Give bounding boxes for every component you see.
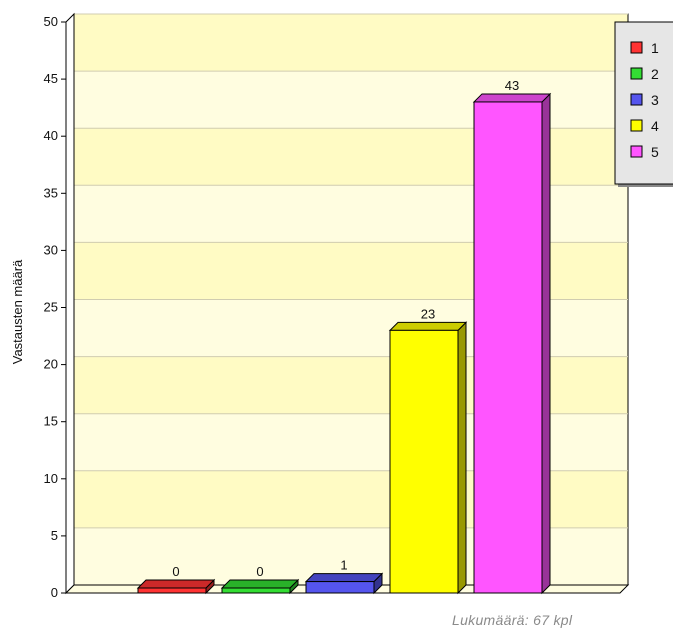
legend-label: 4 — [651, 118, 659, 134]
bar-front — [473, 101, 543, 594]
legend-swatch — [630, 93, 643, 106]
bar-top — [472, 93, 552, 103]
bar-5 — [472, 92, 552, 595]
y-tick-label: 45 — [44, 71, 58, 86]
left-wall — [65, 12, 75, 595]
bar-side — [457, 321, 467, 595]
y-tick-label: 15 — [44, 414, 58, 429]
y-tick-label: 50 — [44, 14, 58, 29]
legend-swatch — [630, 119, 643, 132]
legend-label: 3 — [651, 92, 659, 108]
legend-label: 2 — [651, 66, 659, 82]
bar-4 — [388, 321, 468, 595]
legend-swatch — [630, 67, 643, 80]
y-tick-label: 20 — [44, 357, 58, 372]
bar-front — [389, 329, 459, 594]
y-tick-label: 25 — [44, 300, 58, 315]
bar-top — [136, 579, 216, 589]
bar-2 — [220, 578, 300, 595]
bar-top — [388, 321, 468, 331]
bar-top — [220, 579, 300, 589]
y-tick-label: 5 — [51, 528, 58, 543]
data-label: 0 — [172, 564, 179, 579]
plot-band — [74, 14, 628, 72]
legend-label: 5 — [651, 144, 659, 160]
y-tick-label: 10 — [44, 471, 58, 486]
y-axis-label: Vastausten määrä — [10, 259, 25, 364]
bar-front — [137, 587, 207, 594]
bar-front — [221, 587, 291, 594]
bar-top — [304, 573, 384, 583]
bar-3 — [304, 572, 384, 595]
bars — [136, 92, 552, 595]
y-tick-label: 35 — [44, 185, 58, 200]
data-labels: 0 0 1 23 43 — [172, 78, 519, 579]
response-count: Lukumäärä: 67 kpl — [452, 612, 573, 628]
bar-side — [541, 92, 551, 595]
bar-1 — [136, 578, 216, 595]
legend-swatch — [630, 41, 643, 54]
data-label: 1 — [340, 558, 347, 573]
y-tick-label: 40 — [44, 128, 58, 143]
legend: 1 2 3 4 5 — [614, 21, 673, 187]
y-axis-ticks: 0 5 10 15 20 25 30 35 40 45 50 — [44, 14, 66, 600]
y-tick-label: 0 — [51, 585, 58, 600]
data-label: 23 — [421, 306, 435, 321]
legend-swatch — [630, 145, 643, 158]
bar-front — [305, 581, 375, 594]
legend-box — [614, 21, 673, 185]
y-tick-label: 30 — [44, 242, 58, 257]
data-label: 43 — [505, 78, 519, 93]
data-label: 0 — [256, 564, 263, 579]
legend-label: 1 — [651, 40, 659, 56]
